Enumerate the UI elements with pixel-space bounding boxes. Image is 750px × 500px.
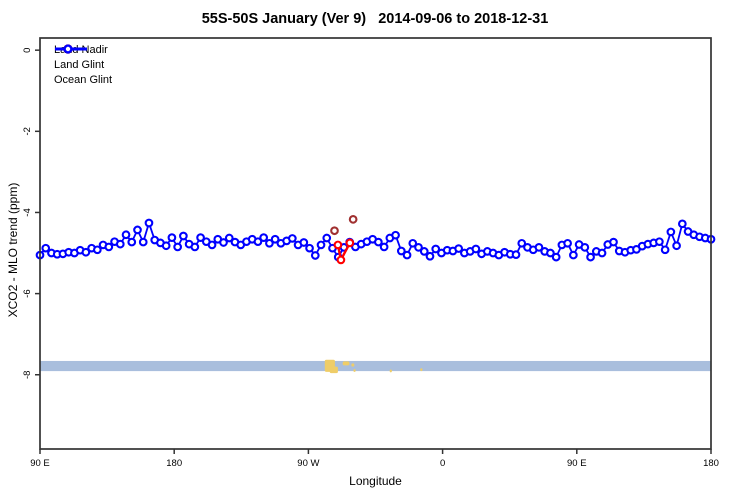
chart-title: 55S-50S January (Ver 9) 2014-09-06 to 20…: [201, 11, 549, 27]
data-point-marker: [471, 244, 481, 254]
legend: Land Nadir Land Glint Ocean Glint: [54, 43, 112, 88]
land-patch: [342, 361, 350, 366]
data-point-marker: [379, 242, 389, 252]
data-point-marker: [408, 238, 418, 248]
map-strip-land-patches: [324, 359, 423, 374]
data-point-marker: [534, 243, 544, 252]
ocean-glint-marker-icon: [55, 44, 87, 54]
series-land-glint: [333, 238, 355, 265]
y-tick-label: -4: [22, 208, 33, 216]
data-point-marker: [167, 233, 177, 242]
x-axis-ticks: 90 E 180 90 W 0 90 E 180: [30, 449, 719, 469]
data-point-marker: [517, 238, 527, 248]
x-tick-label: 90 E: [567, 458, 587, 469]
land-patch: [351, 363, 355, 367]
y-axis-title: XCO2 - MLO trend (ppm): [6, 182, 20, 318]
data-point-marker: [333, 240, 343, 250]
data-point-marker: [609, 237, 618, 247]
y-tick-label: -2: [22, 127, 33, 135]
data-point-marker: [431, 244, 441, 254]
data-point-marker: [270, 234, 280, 244]
data-point-marker: [580, 243, 590, 252]
data-point-marker: [511, 250, 521, 260]
y-tick-label: -8: [22, 371, 33, 379]
y-tick-label: 0: [22, 48, 33, 53]
data-point-marker: [310, 251, 320, 260]
data-point-marker: [179, 231, 188, 241]
data-point-marker: [190, 242, 200, 252]
x-tick-label: 180: [166, 458, 182, 469]
series-ocean-glint: [35, 218, 716, 262]
data-point-marker: [322, 233, 332, 243]
x-tick-label: 90 W: [297, 458, 319, 469]
data-point-marker: [345, 238, 355, 248]
series-land-nadir: [330, 215, 358, 236]
data-point-marker: [660, 245, 670, 255]
x-tick-label: 90 E: [30, 458, 50, 469]
land-patch: [329, 366, 338, 374]
data-point-marker: [316, 240, 326, 250]
data-point-marker: [207, 240, 217, 250]
data-point-marker: [391, 230, 400, 240]
data-point-marker: [173, 242, 182, 252]
data-point-marker: [330, 226, 339, 236]
data-point-marker: [219, 238, 228, 247]
data-point-marker: [563, 238, 572, 248]
data-point-marker: [677, 219, 687, 229]
legend-label: Ocean Glint: [54, 74, 113, 86]
data-point-marker: [551, 252, 561, 262]
legend-marker-circle: [63, 44, 73, 54]
data-point-marker: [104, 242, 114, 252]
data-point-marker: [127, 237, 137, 247]
data-point-marker: [569, 250, 578, 260]
data-point-marker: [425, 251, 435, 261]
data-point-marker: [348, 215, 358, 224]
data-point-marker: [414, 243, 423, 252]
plot-box: [39, 37, 712, 450]
data-point-marker: [287, 234, 297, 243]
data-point-marker: [305, 243, 314, 253]
land-patch: [353, 369, 356, 372]
legend-label: Land Glint: [54, 59, 105, 71]
data-point-marker: [299, 238, 309, 247]
data-point-marker: [121, 230, 131, 240]
data-point-marker: [133, 225, 142, 235]
data-point-marker: [454, 244, 464, 253]
land-patch: [420, 368, 423, 372]
legend-item-ocean-glint: Ocean Glint: [54, 44, 113, 88]
land-patch: [389, 369, 392, 373]
data-point-marker: [144, 218, 154, 228]
data-point-marker: [41, 243, 51, 253]
data-point-marker: [672, 241, 681, 251]
data-point-marker: [93, 245, 102, 255]
data-point-marker: [666, 227, 676, 237]
data-point-marker: [336, 255, 346, 265]
y-tick-label: -6: [22, 289, 33, 297]
data-point-marker: [224, 233, 234, 243]
data-point-marker: [196, 233, 205, 242]
data-point-marker: [419, 247, 429, 256]
data-point-marker: [115, 239, 125, 249]
data-point-marker: [402, 250, 412, 260]
data-point-marker: [161, 241, 171, 251]
data-point-marker: [265, 238, 274, 248]
x-tick-label: 180: [703, 458, 719, 469]
data-point-marker: [586, 252, 595, 262]
data-point-marker: [655, 237, 664, 247]
data-point-marker: [374, 237, 383, 247]
data-point-marker: [259, 233, 269, 242]
y-axis-ticks: 0 -2 -4 -6 -8: [22, 48, 40, 379]
legend-item-land-glint: Land Glint: [54, 44, 112, 73]
data-point-marker: [546, 248, 555, 258]
data-point-marker: [253, 237, 263, 247]
data-point-marker: [597, 248, 607, 258]
data-point-marker: [81, 247, 91, 257]
x-axis-title: Longitude: [349, 474, 402, 488]
map-strip: [40, 359, 711, 374]
data-point-marker: [138, 237, 148, 247]
data-point-marker: [396, 246, 406, 256]
x-tick-label: 0: [440, 458, 445, 469]
